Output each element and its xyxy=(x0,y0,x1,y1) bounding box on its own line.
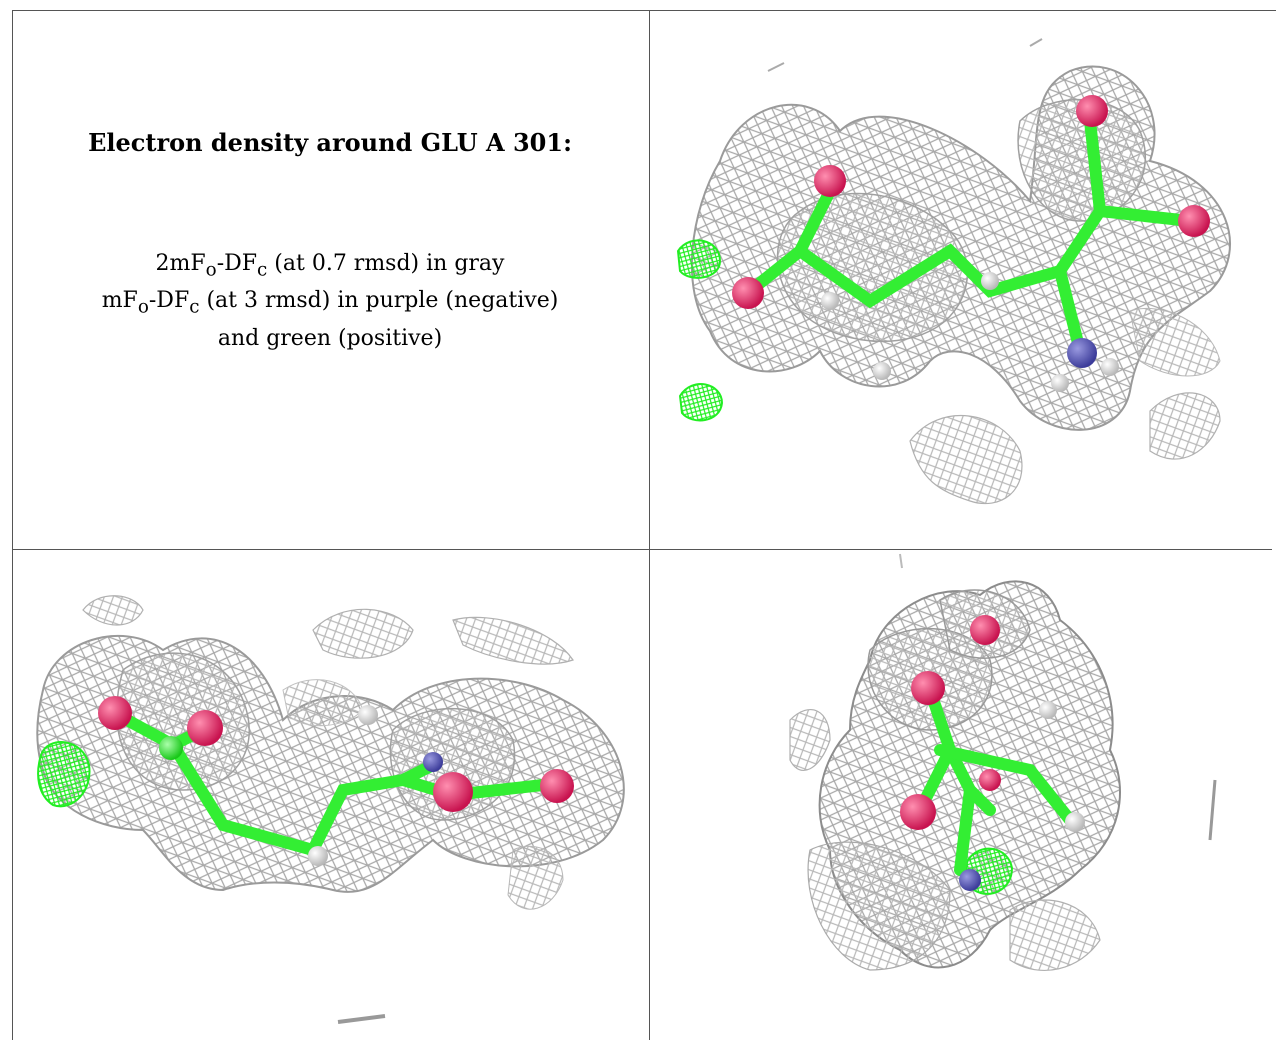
view-bottom-left xyxy=(13,550,649,1040)
glu-molecule xyxy=(98,696,574,866)
glu-molecule xyxy=(900,615,1085,891)
border-left xyxy=(12,10,13,1040)
legend-line-fo-fc: mFo-DFc (at 3 rmsd) in purple (negative) xyxy=(101,288,559,318)
legend-line-colors: and green (positive) xyxy=(217,325,443,351)
caption-legend: 2mFo-DFc (at 0.7 rmsd) in gray mFo-DFc (… xyxy=(12,248,648,354)
divider-horizontal xyxy=(12,549,1272,550)
view-top-right xyxy=(650,11,1276,549)
view-bottom-right xyxy=(650,550,1276,1040)
glu-molecule xyxy=(732,95,1210,392)
legend-line-2fo-fc: 2mFo-DFc (at 0.7 rmsd) in gray xyxy=(155,251,505,281)
caption-title: Electron density around GLU A 301: xyxy=(88,128,572,157)
divider-vertical xyxy=(649,10,650,1040)
border-top xyxy=(12,10,1276,11)
positive-density-blobs xyxy=(37,741,91,808)
positive-density-blobs xyxy=(676,239,724,422)
mesh-2fo-fc xyxy=(36,595,625,1024)
caption-cell: Electron density around GLU A 301: 2mFo-… xyxy=(12,0,648,548)
